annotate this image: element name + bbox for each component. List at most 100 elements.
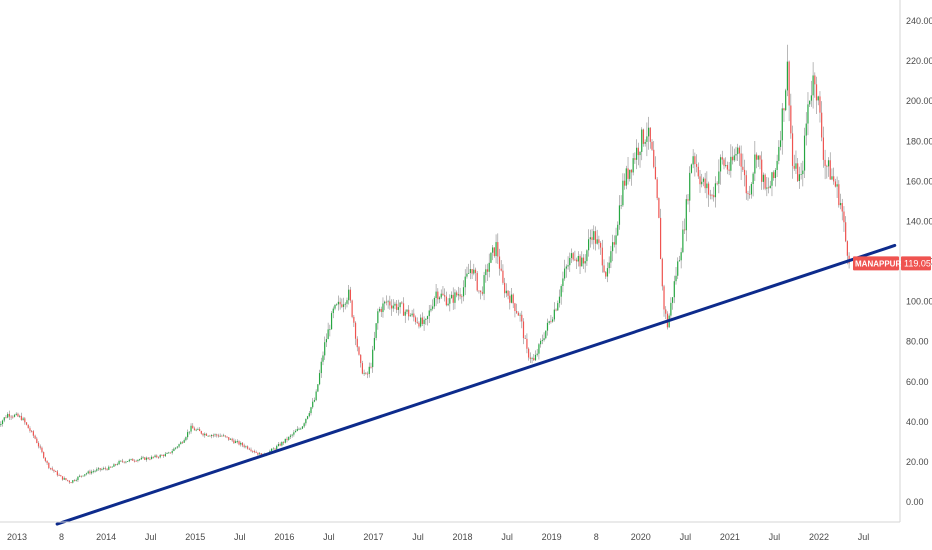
candle-body [540, 340, 542, 345]
candle-body [605, 272, 607, 277]
candle-body [293, 432, 295, 435]
candle-body [846, 241, 848, 256]
candle-body [836, 184, 838, 187]
candle-body [248, 448, 250, 450]
candle-body [735, 154, 737, 156]
candle-body [702, 178, 705, 182]
candle-body [305, 418, 307, 424]
candle-body [596, 239, 598, 244]
candle-body [96, 469, 98, 471]
candle-body [87, 471, 89, 474]
time-tick-label: 2022 [809, 532, 829, 542]
candle-body [409, 315, 411, 317]
candle-body [151, 456, 153, 460]
candle-body [841, 203, 843, 212]
candle-body [31, 430, 33, 432]
candle-body [502, 270, 504, 283]
candle-body [752, 173, 754, 185]
time-axis[interactable]: 2013 8 2014 Jul 2015 Jul 2016 Jul 2017 Jul 2018 Jul… [7, 532, 869, 542]
candle-body [610, 251, 612, 263]
candle-body [161, 455, 163, 456]
candle-body [747, 193, 749, 195]
candle-body [421, 317, 423, 324]
candle-body [77, 476, 79, 480]
candle-body [336, 304, 338, 306]
candle-body [490, 252, 492, 263]
candle-body [606, 268, 609, 277]
candle-body [41, 447, 43, 453]
candle-body [298, 428, 300, 430]
candle-body [243, 445, 245, 447]
candle-body [625, 168, 627, 186]
candle-body [13, 414, 16, 417]
candle-body [576, 259, 578, 262]
candle-body [452, 294, 454, 303]
candle-body [360, 354, 362, 364]
candle-body [639, 151, 641, 156]
candle-body [346, 300, 348, 304]
candle-body [402, 303, 405, 316]
candle-body [471, 269, 473, 274]
candle-body [397, 307, 399, 310]
candle-body [730, 156, 732, 171]
candle-body [588, 239, 590, 251]
candle-body [84, 474, 86, 476]
candle-body [683, 229, 686, 231]
candle-body [706, 183, 708, 189]
candle-body [37, 442, 40, 447]
candle-body [483, 275, 485, 294]
candle-body [103, 468, 105, 470]
candle-body [831, 176, 833, 180]
candle-body [810, 95, 812, 101]
candle-body [504, 282, 506, 294]
candle-body [233, 440, 235, 443]
candle-body [435, 291, 437, 298]
candle-body [534, 354, 537, 361]
candle-body [168, 452, 170, 454]
candles-layer [0, 44, 850, 484]
symbol-label-background [853, 256, 899, 271]
candle-body [707, 183, 710, 195]
time-tick-label: Jul [145, 532, 157, 542]
candle-body [658, 198, 660, 218]
candle-body [24, 418, 26, 423]
candle-body [498, 256, 501, 269]
candle-body [557, 303, 559, 311]
candle-body [749, 194, 751, 195]
candle-body [461, 296, 463, 298]
time-tick-label: 8 [59, 532, 64, 542]
candle-body [665, 309, 667, 314]
candle-body [392, 305, 394, 309]
candle-body [577, 255, 579, 262]
candle-body [428, 310, 430, 317]
time-tick-label: 2019 [542, 532, 562, 542]
candle-body [699, 176, 701, 185]
time-tick-label: 2015 [185, 532, 205, 542]
price-tick-label: 140.00 [906, 216, 932, 226]
candle-body [414, 317, 417, 322]
candle-body [615, 235, 617, 245]
candle-body [711, 194, 713, 196]
trendline[interactable] [55, 243, 897, 526]
symbol-label: MANAPPURAM [853, 256, 914, 271]
candle-body [521, 314, 523, 322]
candle-body [270, 448, 273, 452]
candle-body [817, 96, 819, 101]
candle-body [205, 433, 208, 436]
candle-body [212, 435, 214, 436]
time-tick-label: Jul [769, 532, 781, 542]
candle-body [145, 457, 148, 460]
candle-body [531, 358, 533, 359]
candle-body [106, 468, 108, 470]
candle-body [612, 242, 614, 252]
candle-body [586, 250, 588, 262]
candle-body [368, 366, 370, 374]
time-tick-label: 2020 [631, 532, 651, 542]
price-axis[interactable]: 0.0020.0040.0060.0080.00100.00120.00140.… [906, 16, 932, 507]
candle-body [713, 195, 715, 198]
candle-body [94, 470, 96, 472]
candle-body [312, 401, 314, 408]
candle-body [366, 373, 369, 375]
candle-body [694, 156, 696, 165]
